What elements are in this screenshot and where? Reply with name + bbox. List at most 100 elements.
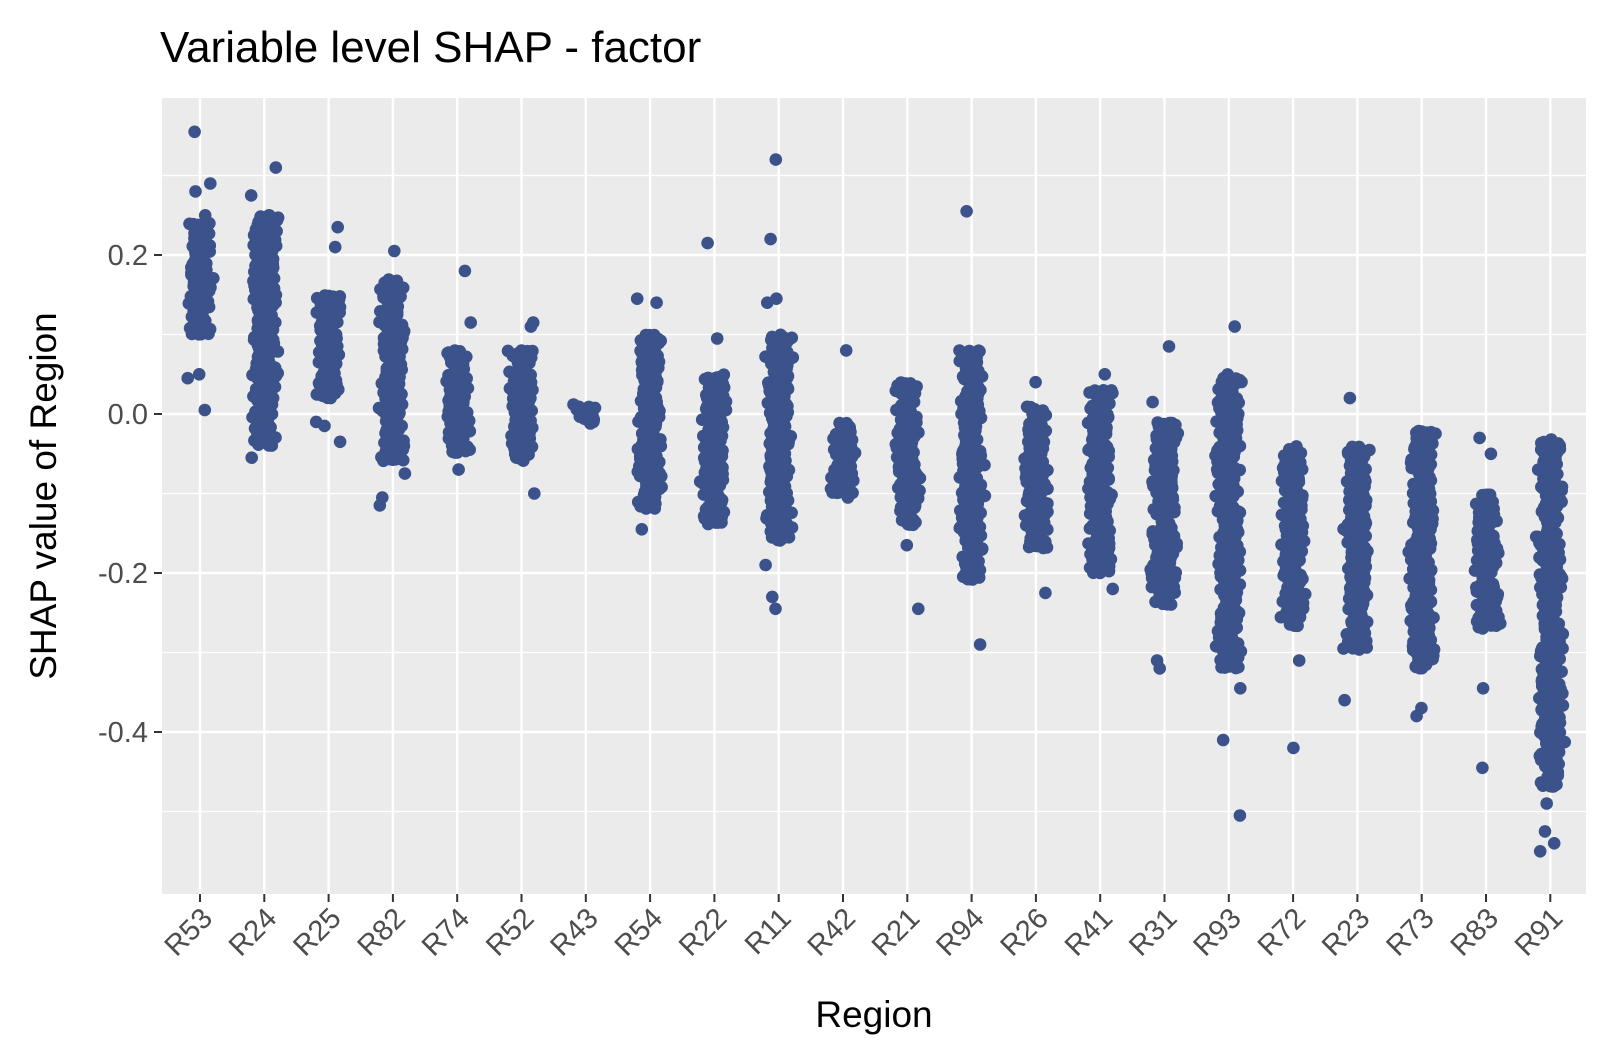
data-point-outlier bbox=[1106, 582, 1119, 596]
data-point bbox=[1152, 472, 1166, 486]
data-point bbox=[1029, 500, 1042, 513]
data-point bbox=[771, 392, 784, 405]
data-point bbox=[384, 331, 397, 345]
data-point bbox=[257, 413, 270, 426]
data-point bbox=[390, 429, 403, 442]
data-point bbox=[967, 383, 980, 397]
data-point bbox=[259, 268, 273, 282]
data-point bbox=[330, 332, 343, 345]
data-point-outlier bbox=[630, 292, 644, 306]
data-point-outlier bbox=[973, 638, 987, 651]
data-point bbox=[893, 432, 907, 446]
data-point bbox=[958, 391, 972, 405]
data-point bbox=[1093, 477, 1106, 490]
data-point bbox=[781, 382, 795, 396]
data-point bbox=[380, 365, 394, 378]
data-point bbox=[648, 465, 661, 478]
data-point bbox=[968, 503, 982, 517]
data-point bbox=[1217, 569, 1231, 582]
data-point bbox=[712, 472, 726, 485]
data-point-outlier bbox=[701, 236, 714, 250]
data-point bbox=[252, 353, 266, 367]
data-point bbox=[441, 410, 455, 424]
data-point bbox=[387, 351, 400, 365]
data-point-outlier bbox=[198, 403, 212, 417]
data-point bbox=[451, 426, 465, 440]
data-point bbox=[251, 332, 265, 345]
data-point bbox=[771, 332, 785, 346]
data-point bbox=[518, 361, 532, 374]
data-point bbox=[971, 450, 984, 464]
data-point-outlier bbox=[1153, 662, 1166, 675]
data-point bbox=[836, 425, 850, 438]
data-point bbox=[759, 350, 772, 364]
data-point bbox=[961, 512, 974, 525]
data-point bbox=[773, 478, 786, 491]
data-point bbox=[963, 404, 977, 418]
data-point bbox=[974, 478, 988, 492]
data-point bbox=[842, 462, 856, 475]
data-point bbox=[907, 495, 920, 508]
data-point bbox=[1030, 413, 1044, 427]
data-point bbox=[957, 416, 971, 430]
data-points bbox=[181, 125, 1571, 858]
data-point bbox=[1223, 400, 1237, 414]
data-point-outlier bbox=[650, 296, 663, 310]
data-point bbox=[1092, 391, 1106, 404]
data-point bbox=[330, 348, 343, 361]
data-point bbox=[1038, 423, 1051, 437]
data-point bbox=[1163, 503, 1177, 516]
data-point bbox=[1153, 537, 1166, 551]
data-point-outlier bbox=[188, 125, 201, 139]
data-point bbox=[258, 320, 272, 333]
data-point bbox=[1103, 524, 1116, 537]
data-point-outlier bbox=[1233, 809, 1247, 822]
data-point bbox=[895, 399, 908, 412]
data-point bbox=[382, 388, 396, 402]
data-point bbox=[645, 336, 658, 349]
data-point bbox=[385, 275, 399, 288]
data-point bbox=[767, 508, 780, 522]
data-point bbox=[648, 346, 661, 360]
data-point-outlier bbox=[1029, 375, 1042, 389]
data-point bbox=[1219, 509, 1232, 523]
data-point-outlier bbox=[1162, 340, 1176, 353]
data-point bbox=[1085, 506, 1098, 520]
data-point bbox=[1030, 525, 1044, 538]
data-point bbox=[260, 368, 274, 381]
data-point bbox=[1093, 532, 1106, 545]
data-point bbox=[1228, 657, 1241, 671]
data-point bbox=[263, 427, 276, 440]
data-point bbox=[1088, 433, 1101, 447]
data-point bbox=[771, 376, 785, 389]
data-point bbox=[518, 406, 532, 419]
data-point bbox=[1155, 420, 1168, 433]
data-point bbox=[1226, 447, 1239, 461]
data-point bbox=[195, 254, 208, 268]
data-point-outlier bbox=[318, 419, 331, 433]
data-point bbox=[194, 327, 208, 341]
data-point bbox=[767, 415, 780, 428]
data-point bbox=[775, 500, 789, 513]
data-point-outlier bbox=[333, 435, 347, 449]
data-point-outlier bbox=[635, 523, 649, 536]
data-point bbox=[966, 530, 979, 544]
data-point-outlier bbox=[198, 209, 212, 222]
data-point bbox=[391, 300, 405, 313]
data-point bbox=[260, 293, 273, 306]
data-point-outlier bbox=[1098, 368, 1112, 381]
data-point bbox=[389, 312, 403, 326]
data-point-outlier bbox=[769, 602, 782, 616]
data-point bbox=[262, 355, 276, 368]
data-point bbox=[454, 392, 468, 406]
data-point-outlier bbox=[1146, 395, 1159, 409]
data-point bbox=[379, 427, 392, 440]
data-point bbox=[1225, 412, 1239, 425]
plot-panel bbox=[162, 98, 1586, 894]
data-point-outlier bbox=[181, 371, 194, 385]
data-point bbox=[965, 493, 978, 507]
data-point-outlier bbox=[1216, 733, 1230, 747]
data-point bbox=[716, 461, 729, 474]
data-point-outlier bbox=[900, 538, 914, 552]
